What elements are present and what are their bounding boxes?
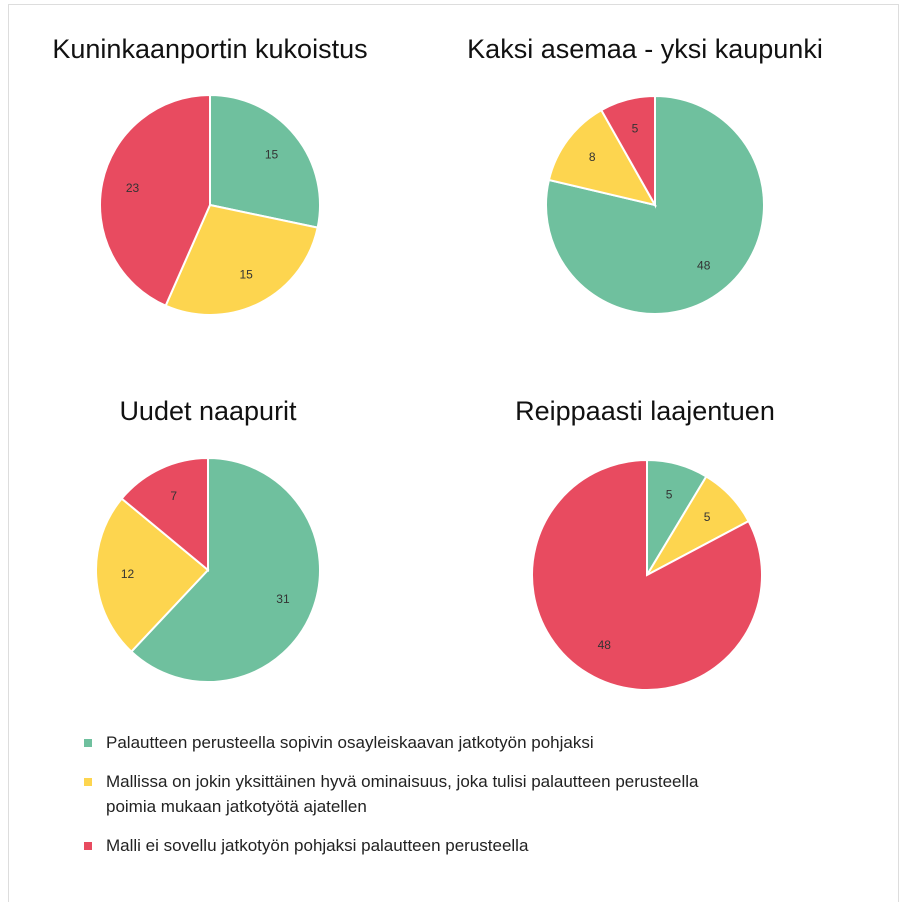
pie-slice	[95, 497, 210, 654]
pie-slice	[120, 456, 209, 573]
legend-label: Mallissa on jokin yksittäinen hyvä omina…	[106, 772, 699, 816]
legend-item: Mallissa on jokin yksittäinen hyvä omina…	[84, 769, 784, 819]
value-label: 15	[239, 268, 253, 282]
legend-item: Malli ei sovellu jatkotyön pohjaksi pala…	[84, 833, 784, 858]
frame	[8, 4, 899, 902]
pie-slice	[164, 203, 319, 316]
value-label: 5	[632, 121, 639, 135]
value-label: 7	[170, 489, 177, 503]
pie-slice	[547, 108, 657, 207]
legend: Palautteen perusteella sopivin osayleisk…	[84, 730, 784, 872]
legend-swatch	[84, 778, 92, 786]
legend-swatch	[84, 842, 92, 850]
chart-title: Kaksi asemaa - yksi kaupunki	[467, 34, 823, 64]
value-label: 23	[126, 181, 140, 195]
chart-title: Kuninkaanportin kukoistus	[52, 34, 367, 64]
value-label: 5	[704, 510, 711, 524]
legend-label: Palautteen perusteella sopivin osayleisk…	[106, 733, 594, 752]
value-label: 48	[697, 259, 711, 273]
value-label: 8	[589, 150, 596, 164]
chart-title: Uudet naapurit	[119, 396, 297, 426]
legend-item: Palautteen perusteella sopivin osayleisk…	[84, 730, 784, 755]
value-label: 5	[666, 487, 673, 501]
chart-title: Reippaasti laajentuen	[515, 396, 775, 426]
value-label: 12	[121, 567, 135, 581]
value-label: 48	[598, 638, 612, 652]
pie-slice	[545, 94, 765, 315]
value-label: 15	[265, 147, 279, 161]
pie-slice	[99, 93, 211, 307]
legend-label: Malli ei sovellu jatkotyön pohjaksi pala…	[106, 836, 529, 855]
legend-swatch	[84, 739, 92, 747]
pie-slice	[209, 93, 321, 229]
value-label: 31	[276, 592, 290, 606]
pie-slice	[531, 458, 763, 691]
pie-slice	[129, 456, 321, 683]
pie-slice	[599, 94, 656, 209]
